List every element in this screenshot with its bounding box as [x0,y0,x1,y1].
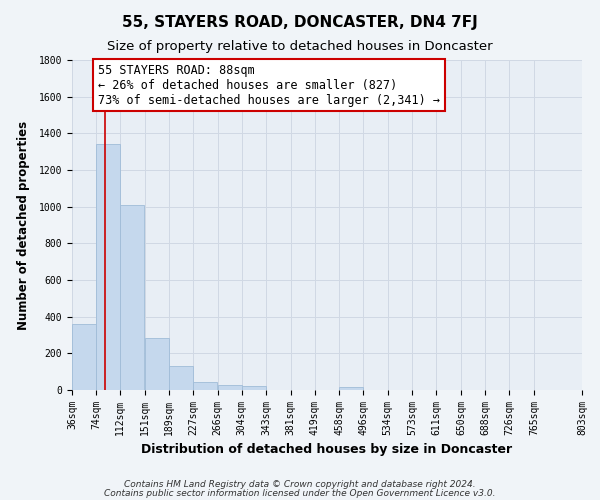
X-axis label: Distribution of detached houses by size in Doncaster: Distribution of detached houses by size … [142,444,512,456]
Text: Contains HM Land Registry data © Crown copyright and database right 2024.: Contains HM Land Registry data © Crown c… [124,480,476,489]
Bar [145,338,169,390]
Text: 55, STAYERS ROAD, DONCASTER, DN4 7FJ: 55, STAYERS ROAD, DONCASTER, DN4 7FJ [122,15,478,30]
Bar [340,387,364,390]
Bar [72,324,96,390]
Text: Size of property relative to detached houses in Doncaster: Size of property relative to detached ho… [107,40,493,53]
Bar [96,144,120,390]
Bar [242,386,266,390]
Bar [193,382,217,390]
Text: Contains public sector information licensed under the Open Government Licence v3: Contains public sector information licen… [104,488,496,498]
Text: 55 STAYERS ROAD: 88sqm
← 26% of detached houses are smaller (827)
73% of semi-de: 55 STAYERS ROAD: 88sqm ← 26% of detached… [98,64,440,106]
Y-axis label: Number of detached properties: Number of detached properties [17,120,31,330]
Bar [120,205,144,390]
Bar [218,384,242,390]
Bar [169,366,193,390]
